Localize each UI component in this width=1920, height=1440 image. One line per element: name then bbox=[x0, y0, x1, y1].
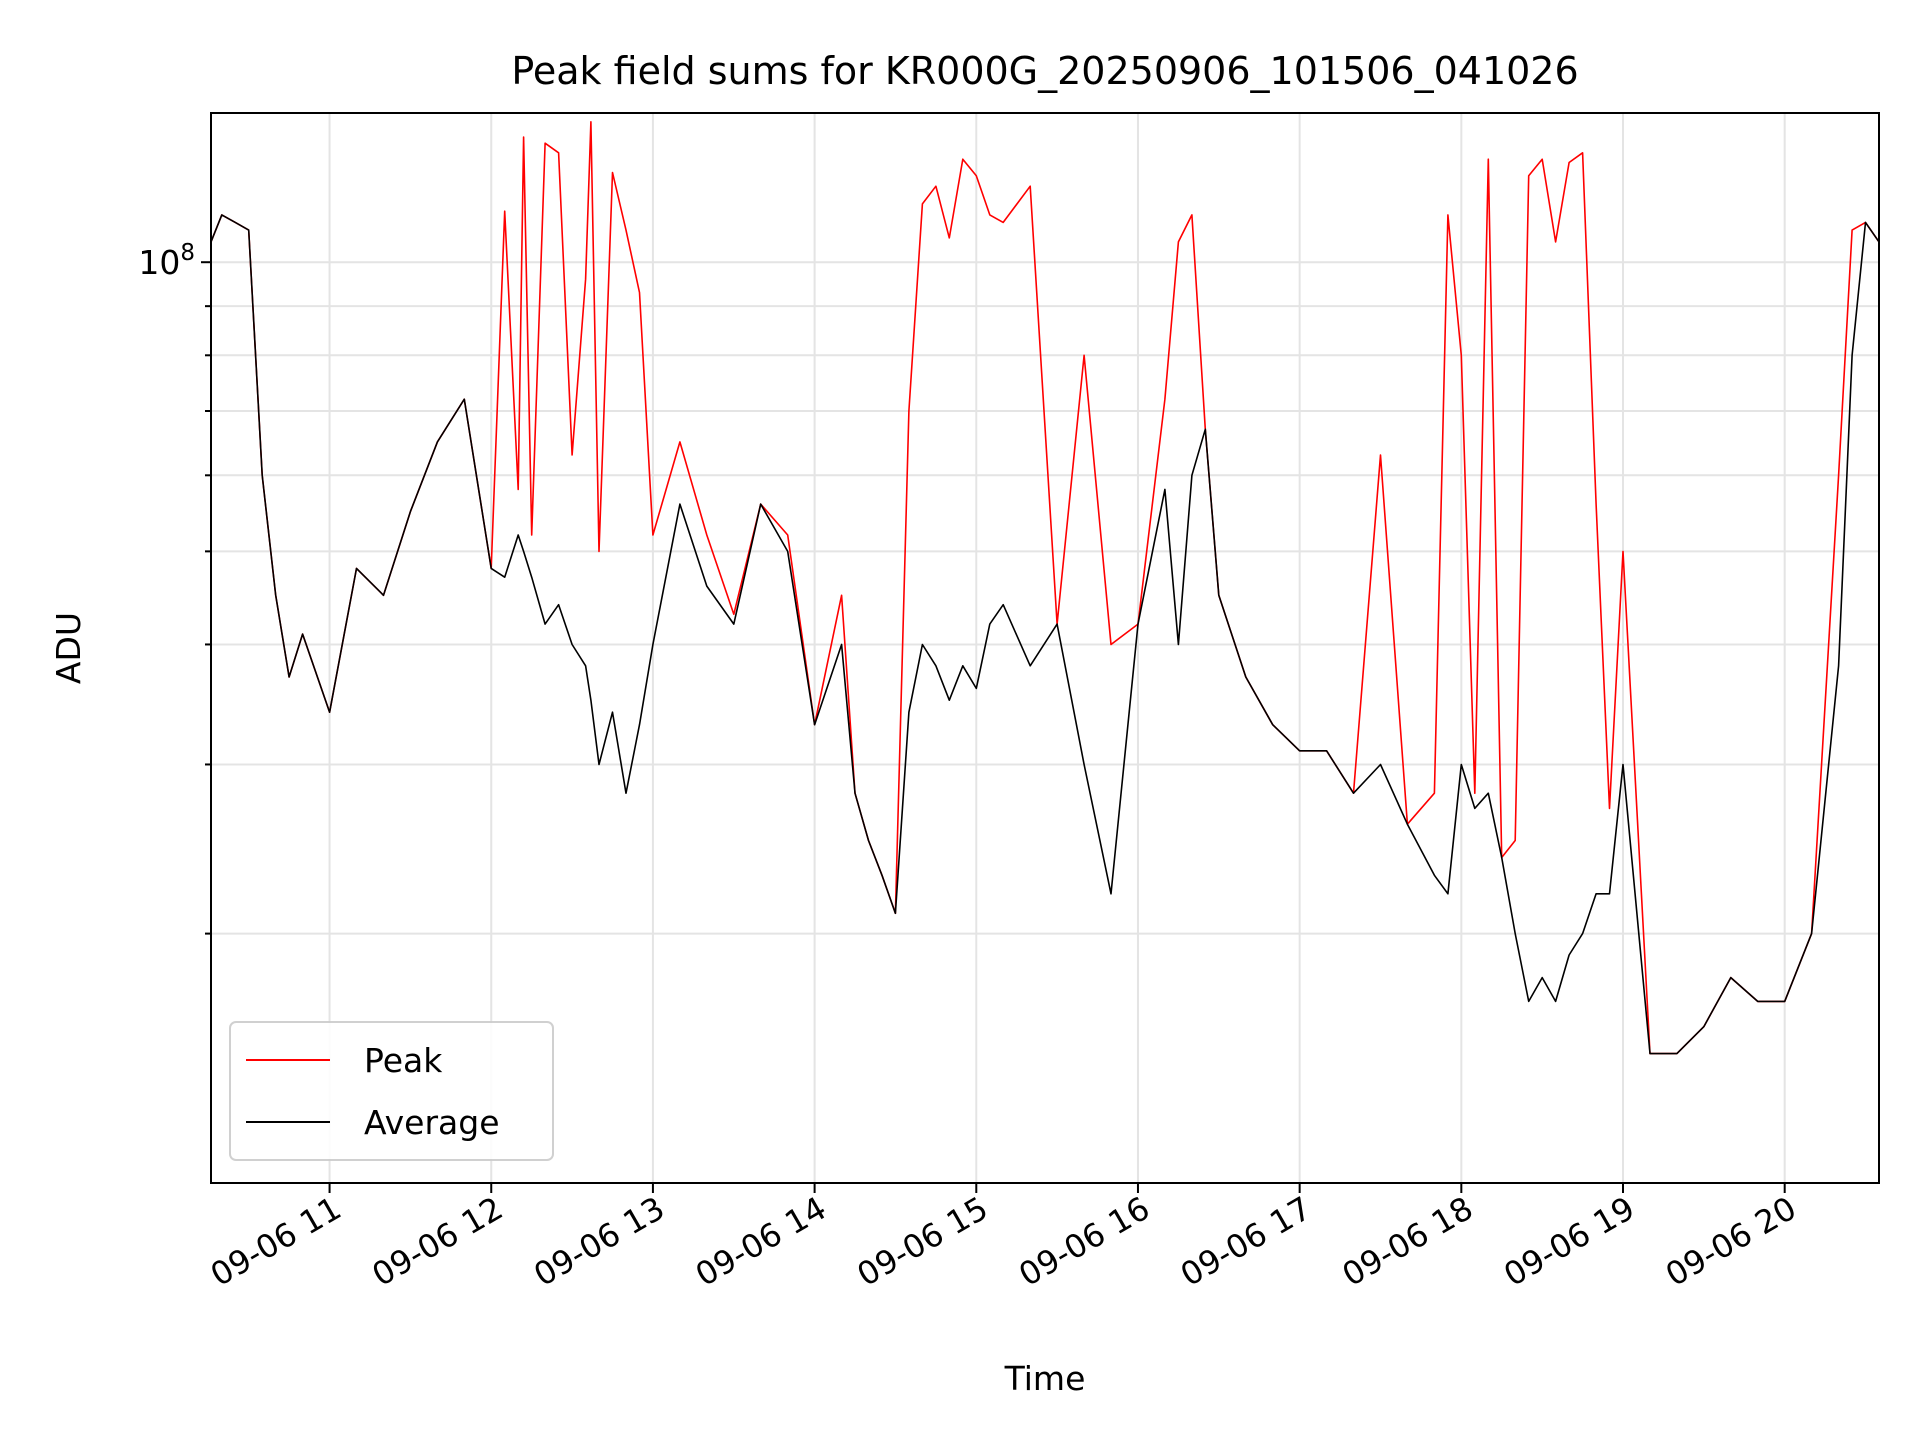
y-tick-label: 108 bbox=[138, 240, 195, 282]
legend-label-average: Average bbox=[364, 1103, 500, 1142]
y-tick-label-exponent: 8 bbox=[180, 240, 195, 266]
y-axis-label: ADU bbox=[49, 612, 88, 684]
legend-box bbox=[229, 1021, 554, 1161]
plot-area bbox=[211, 121, 1879, 1055]
legend-label-peak: Peak bbox=[364, 1041, 443, 1080]
x-axis-label: Time bbox=[1004, 1359, 1086, 1398]
gridlines bbox=[211, 113, 1879, 1183]
series-line-average bbox=[211, 214, 1879, 1055]
y-tick-label-base: 10 bbox=[138, 243, 180, 282]
y-axis: 108 bbox=[138, 240, 211, 935]
series-line-peak bbox=[211, 121, 1879, 1055]
legend: Peak Average bbox=[229, 1021, 554, 1161]
chart-title: Peak field sums for KR000G_20250906_1015… bbox=[511, 49, 1578, 93]
axes-frame bbox=[210, 112, 1880, 1184]
